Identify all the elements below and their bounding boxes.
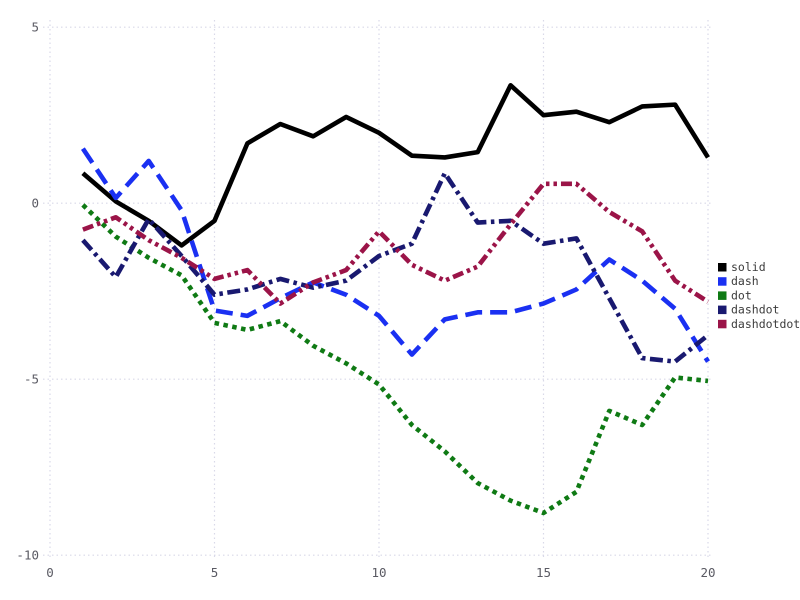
series-line-dot	[81, 203, 709, 516]
x-tick-label: 0	[46, 565, 54, 580]
legend-label: dashdot	[731, 303, 779, 317]
legend-item: dash	[718, 274, 759, 288]
grid-lines	[43, 20, 713, 559]
legend-item: dashdot	[718, 303, 779, 317]
legend-label: solid	[731, 260, 766, 274]
legend-label: dot	[731, 288, 752, 302]
legend-item: solid	[718, 260, 766, 274]
legend-item: dashdotdot	[718, 317, 800, 331]
y-tick-label: 0	[31, 196, 39, 211]
y-tick-label: 5	[31, 20, 39, 35]
series-line-dashdot	[81, 170, 710, 364]
axis-tick-labels: 0 5 10 15 20 5 0 -5 -10	[16, 20, 715, 580]
y-tick-label: -10	[16, 548, 39, 563]
legend-swatch-dot	[718, 291, 727, 300]
x-tick-label: 10	[371, 565, 386, 580]
legend-swatch-dashdot	[718, 305, 727, 315]
y-tick-label: -5	[24, 372, 39, 387]
legend-swatch-dashdotdot	[718, 319, 727, 329]
x-tick-label: 5	[211, 565, 219, 580]
series-line-solid	[81, 82, 710, 248]
series-line-dash	[80, 147, 710, 363]
x-tick-label: 15	[536, 565, 551, 580]
legend-label: dashdotdot	[731, 317, 800, 331]
x-tick-label: 20	[700, 565, 715, 580]
legend-swatch-solid	[718, 263, 727, 272]
plot-series	[80, 82, 710, 516]
legend-label: dash	[731, 274, 759, 288]
legend-item: dot	[718, 288, 752, 302]
legend-swatch-dash	[718, 277, 727, 286]
